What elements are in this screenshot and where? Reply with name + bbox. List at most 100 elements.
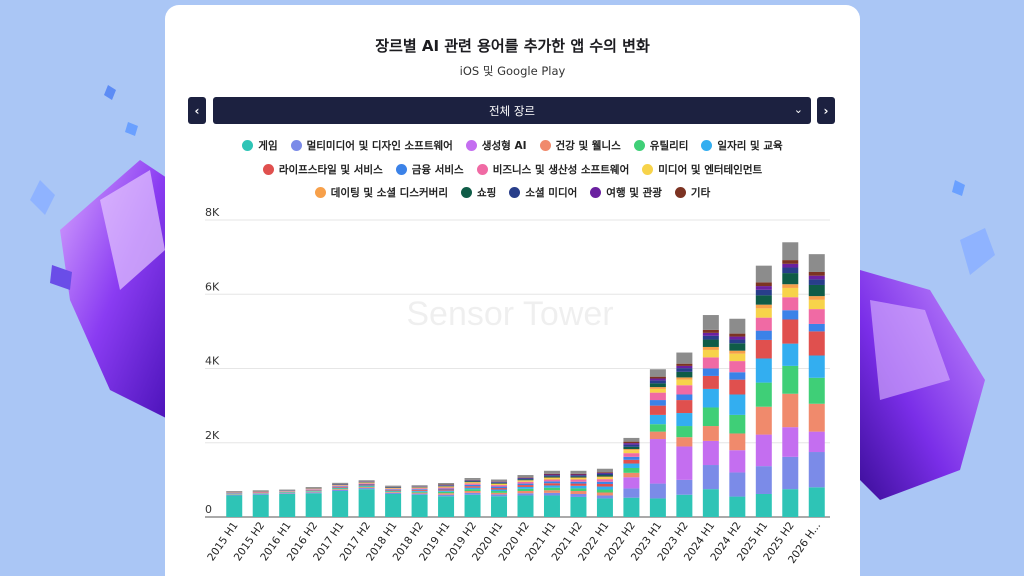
bar-segment[interactable] <box>623 467 640 473</box>
bar-segment[interactable] <box>358 487 375 489</box>
bar-segment[interactable] <box>649 392 666 401</box>
bar-segment[interactable] <box>755 265 772 283</box>
bar-segment[interactable] <box>755 466 772 494</box>
bar-segment[interactable] <box>729 433 746 451</box>
bar-segment[interactable] <box>464 492 481 495</box>
bar-segment[interactable] <box>517 475 534 478</box>
bar-segment[interactable] <box>517 483 534 486</box>
legend-item[interactable]: 건강 및 웰니스 <box>539 138 621 153</box>
bar-segment[interactable] <box>385 489 402 491</box>
bar-segment[interactable] <box>676 437 693 447</box>
legend-item[interactable]: 유틸리티 <box>633 138 688 153</box>
bar-segment[interactable] <box>543 495 560 517</box>
bar-segment[interactable] <box>623 497 640 517</box>
bar-segment[interactable] <box>464 489 481 492</box>
bar-segment[interactable] <box>570 479 587 482</box>
bar-segment[interactable] <box>808 275 825 280</box>
bar-segment[interactable] <box>702 375 719 389</box>
bar-segment[interactable] <box>596 492 613 496</box>
bar-segment[interactable] <box>279 493 296 494</box>
legend-item[interactable]: 여행 및 관광 <box>590 185 662 200</box>
bar-segment[interactable] <box>543 483 560 486</box>
bar-segment[interactable] <box>491 494 508 497</box>
bar-segment[interactable] <box>755 317 772 331</box>
bar-segment[interactable] <box>543 487 560 491</box>
bar-segment[interactable] <box>358 484 375 486</box>
bar-segment[interactable] <box>649 414 666 425</box>
bar-segment[interactable] <box>808 284 825 297</box>
bar-segment[interactable] <box>438 486 455 488</box>
bar-segment[interactable] <box>702 440 719 466</box>
bar-segment[interactable] <box>438 488 455 490</box>
bar-segment[interactable] <box>411 492 428 494</box>
bar-segment[interactable] <box>782 365 799 394</box>
bar-segment[interactable] <box>782 260 799 264</box>
bar-segment[interactable] <box>385 491 402 493</box>
legend-item[interactable]: 비즈니스 및 생산성 소프트웨어 <box>476 162 629 177</box>
bar-segment[interactable] <box>676 377 693 380</box>
bar-segment[interactable] <box>596 479 613 482</box>
bar-segment[interactable] <box>782 489 799 517</box>
bar-segment[interactable] <box>676 368 693 372</box>
bar-segment[interactable] <box>252 493 269 495</box>
bar-segment[interactable] <box>808 296 825 300</box>
legend-item[interactable]: 소셜 미디어 <box>509 185 577 200</box>
bar-segment[interactable] <box>676 371 693 378</box>
bar-segment[interactable] <box>491 489 508 492</box>
bar-segment[interactable] <box>543 481 560 484</box>
legend-item[interactable]: 일자리 및 교육 <box>701 138 783 153</box>
bar-segment[interactable] <box>623 472 640 478</box>
next-button[interactable]: › <box>817 97 835 124</box>
legend-item[interactable]: 멀티미디어 및 디자인 소프트웨어 <box>290 138 453 153</box>
bar-segment[interactable] <box>385 489 402 490</box>
bar-segment[interactable] <box>782 310 799 320</box>
bar-segment[interactable] <box>623 459 640 464</box>
bar-segment[interactable] <box>808 431 825 453</box>
bar-segment[interactable] <box>676 494 693 517</box>
bar-segment[interactable] <box>358 489 375 517</box>
bar-segment[interactable] <box>517 493 534 496</box>
bar-segment[interactable] <box>570 476 587 478</box>
bar-segment[interactable] <box>570 483 587 486</box>
bar-segment[interactable] <box>570 491 587 494</box>
bar-segment[interactable] <box>517 478 534 480</box>
bar-segment[interactable] <box>464 487 481 490</box>
bar-segment[interactable] <box>702 426 719 441</box>
bar-segment[interactable] <box>782 343 799 366</box>
bar-segment[interactable] <box>226 495 243 517</box>
bar-segment[interactable] <box>226 491 243 492</box>
bar-segment[interactable] <box>755 282 772 287</box>
bar-segment[interactable] <box>649 400 666 406</box>
bar-segment[interactable] <box>729 394 746 415</box>
bar-segment[interactable] <box>358 486 375 488</box>
bar-segment[interactable] <box>464 486 481 488</box>
bar-segment[interactable] <box>596 481 613 484</box>
bar-segment[interactable] <box>782 427 799 457</box>
bar-segment[interactable] <box>808 309 825 324</box>
bar-segment[interactable] <box>543 479 560 482</box>
bar-segment[interactable] <box>755 304 772 309</box>
bar-segment[interactable] <box>517 491 534 494</box>
bar-segment[interactable] <box>649 483 666 499</box>
bar-segment[interactable] <box>596 495 613 499</box>
bar-segment[interactable] <box>385 492 402 493</box>
bar-segment[interactable] <box>596 483 613 487</box>
bar-segment[interactable] <box>676 400 693 414</box>
bar-segment[interactable] <box>755 434 772 467</box>
bar-segment[interactable] <box>808 452 825 488</box>
bar-segment[interactable] <box>411 485 428 487</box>
bar-segment[interactable] <box>808 323 825 332</box>
bar-segment[interactable] <box>623 449 640 451</box>
bar-segment[interactable] <box>332 488 349 490</box>
bar-segment[interactable] <box>596 468 613 473</box>
bar-segment[interactable] <box>755 289 772 296</box>
legend-item[interactable]: 데이팅 및 소셜 디스커버리 <box>314 185 448 200</box>
bar-segment[interactable] <box>332 491 349 517</box>
bar-segment[interactable] <box>702 332 719 336</box>
bar-segment[interactable] <box>808 279 825 285</box>
bar-segment[interactable] <box>596 472 613 473</box>
bar-segment[interactable] <box>491 492 508 495</box>
bar-segment[interactable] <box>543 477 560 479</box>
bar-segment[interactable] <box>517 477 534 478</box>
bar-segment[interactable] <box>782 263 799 268</box>
